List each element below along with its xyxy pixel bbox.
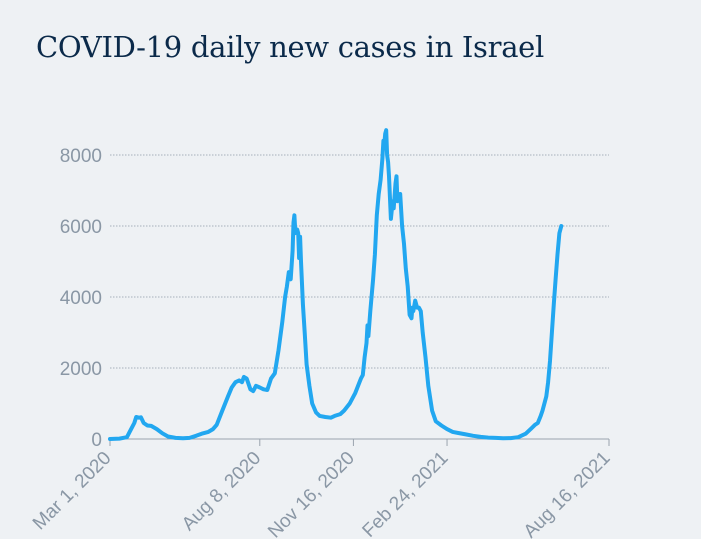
grid-lines <box>110 154 609 440</box>
series-line-daily-new-cases <box>108 128 564 441</box>
chart-title: COVID-19 daily new cases in Israel <box>36 30 545 64</box>
x-tick-label: Aug 8, 2020 <box>178 448 265 535</box>
x-tick-label: Aug 16, 2021 <box>520 448 615 539</box>
y-tick-label: 4000 <box>60 288 102 309</box>
y-axis-ticks: 0 2000 4000 6000 8000 <box>60 146 102 451</box>
x-tick-label: Mar 1, 2020 <box>29 448 116 535</box>
x-tick-label: Nov 16, 2020 <box>264 448 359 539</box>
y-tick-label: 8000 <box>60 146 102 167</box>
y-tick-label: 0 <box>91 430 102 451</box>
x-tick-label: Feb 24, 2021 <box>359 448 453 539</box>
y-tick-label: 6000 <box>60 217 102 238</box>
y-tick-label: 2000 <box>60 359 102 380</box>
